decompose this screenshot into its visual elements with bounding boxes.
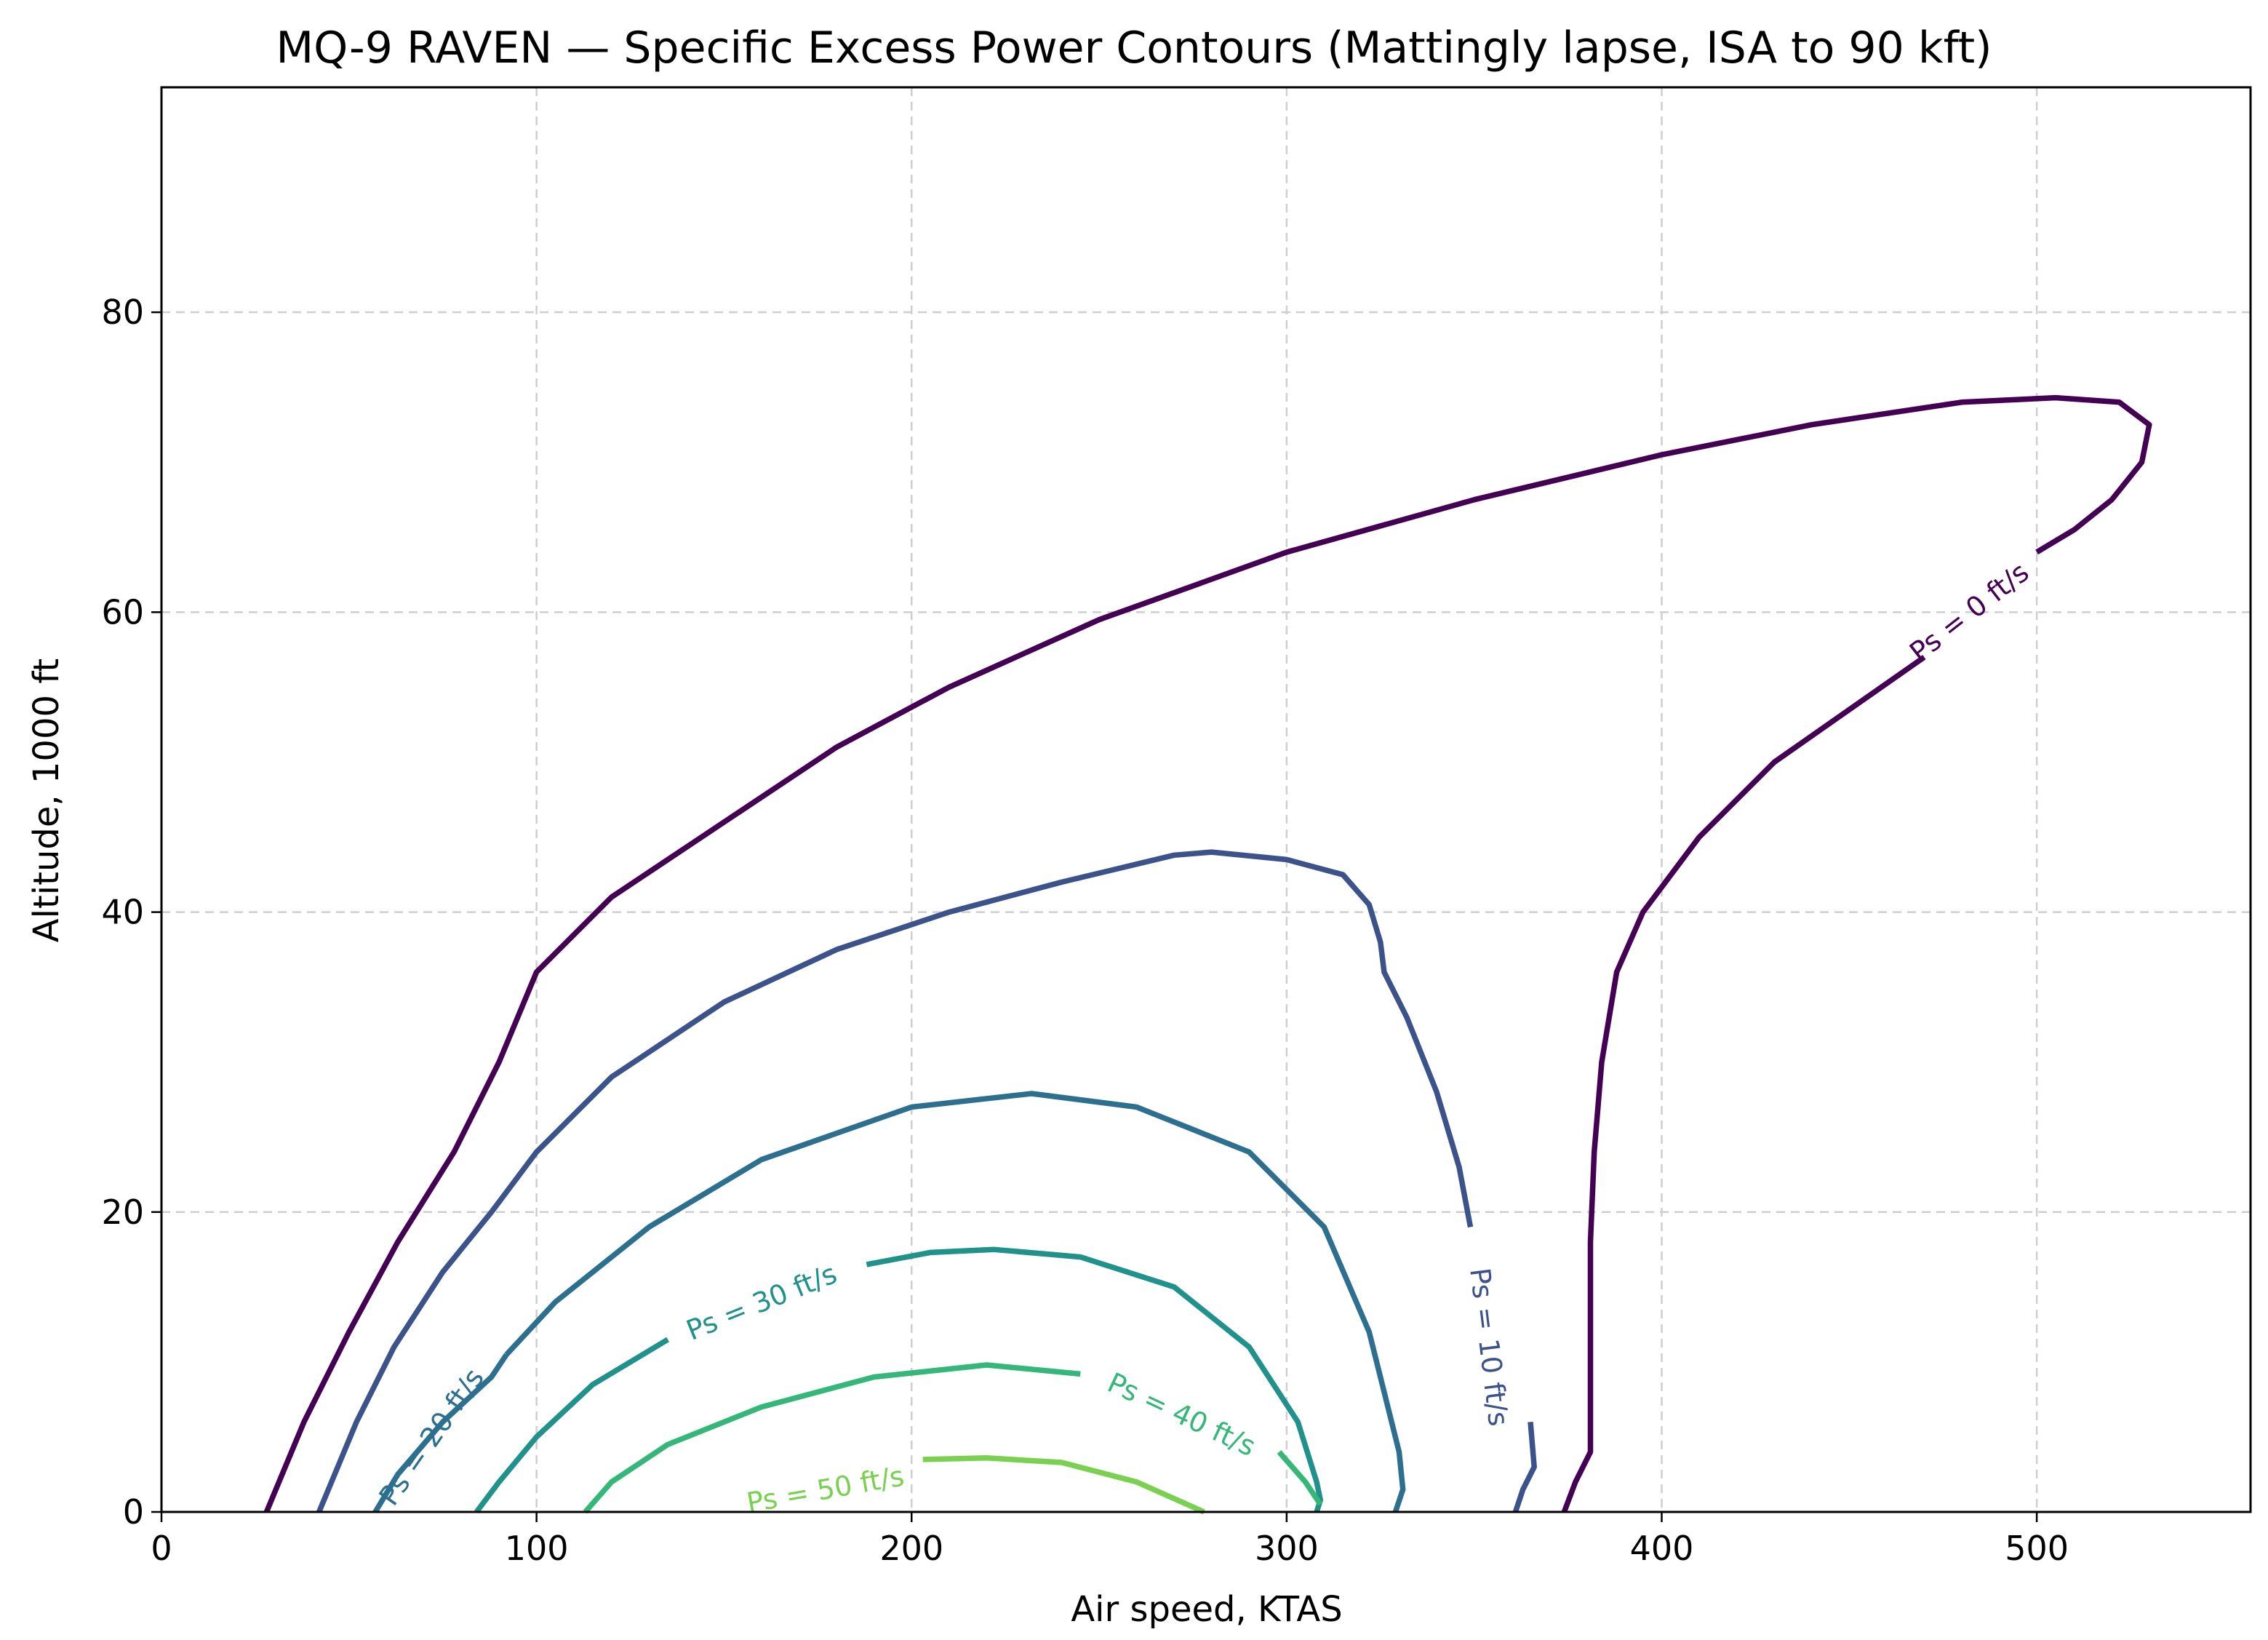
y-tick-label: 60 [101,592,144,632]
contour-line-3 [866,1246,1324,1513]
x-tick-label: 400 [1630,1529,1694,1568]
contour-line-0 [263,394,2152,1513]
y-tick-label: 20 [101,1193,144,1232]
contour-line-1 [316,849,1474,1513]
contour-line-1 [1512,1421,1537,1513]
y-tick-label: 40 [101,893,144,932]
grid [161,87,2251,1512]
chart-title: MQ-9 RAVEN — Specific Excess Power Conto… [276,23,1992,73]
contour-line-4 [1277,1450,1323,1506]
contour-label-1: Ps = 10 ft/s [1464,1266,1514,1428]
contour-label-2: Ps = 20 ft/s [373,1363,490,1511]
y-tick-label: 0 [123,1492,144,1532]
contour-line-2 [504,1091,1406,1513]
x-tick-label: 200 [879,1529,943,1568]
contour-labels: Ps = 0 ft/sPs = 10 ft/sPs = 20 ft/sPs = … [373,556,2035,1519]
x-axis-ticks: 0 100 200 300 400 500 [151,1512,2069,1568]
x-axis-label: Air speed, KTAS [1071,1589,1342,1630]
plot-frame [160,86,2252,1513]
contour-label-3: Ps = 30 ft/s [682,1257,841,1347]
contour-label-5: Ps = 50 ft/s [744,1460,906,1518]
contour-label-4: Ps = 40 ft/s [1103,1366,1261,1462]
contour-line-4 [583,1362,1081,1514]
contour-line-3 [474,1337,670,1514]
y-axis-ticks: 0 20 40 60 80 [101,292,161,1532]
contour-line-0 [1561,655,1926,1513]
contour-line-5 [922,1455,1205,1515]
y-axis-label: Altitude, 1000 ft [26,658,67,942]
contour-line-2 [372,1353,509,1513]
x-tick-label: 0 [151,1529,172,1568]
x-tick-label: 500 [2005,1529,2069,1568]
x-tick-label: 100 [505,1529,569,1568]
y-tick-label: 80 [101,292,144,332]
contour-lines [263,394,2152,1515]
x-tick-label: 300 [1255,1529,1319,1568]
